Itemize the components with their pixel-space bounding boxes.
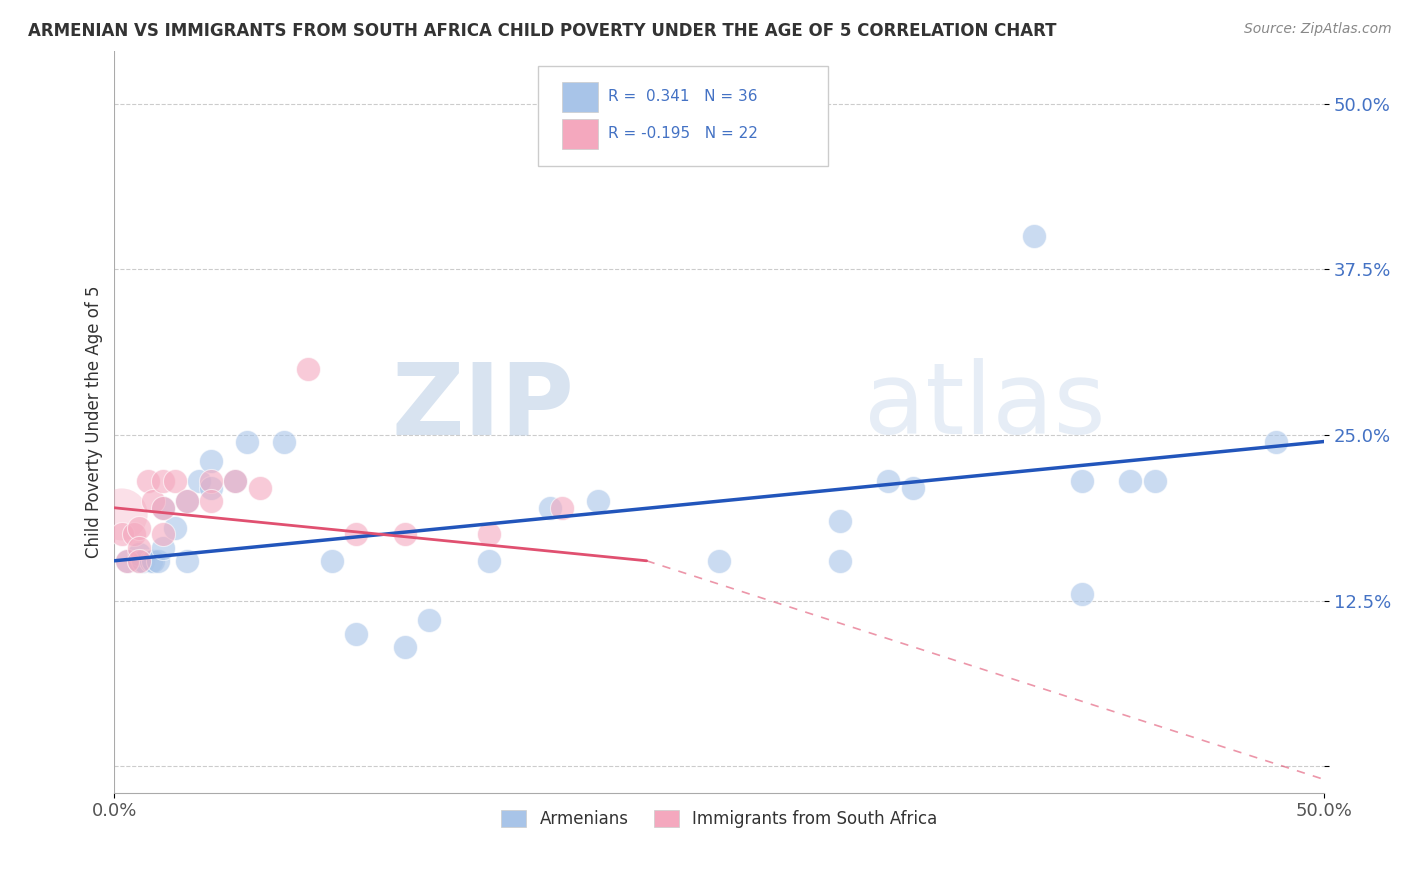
Point	[901, 481, 924, 495]
Point	[115, 554, 138, 568]
Point	[586, 494, 609, 508]
Point	[128, 554, 150, 568]
Point	[394, 640, 416, 654]
Point	[111, 527, 134, 541]
Point	[321, 554, 343, 568]
Point	[236, 434, 259, 449]
Point	[249, 481, 271, 495]
Point	[115, 554, 138, 568]
Text: R =  0.341   N = 36: R = 0.341 N = 36	[607, 89, 758, 104]
Point	[1143, 475, 1166, 489]
Point	[176, 554, 198, 568]
Point	[200, 454, 222, 468]
Point	[1119, 475, 1142, 489]
Point	[344, 527, 367, 541]
Point	[830, 514, 852, 528]
Point	[273, 434, 295, 449]
Point	[142, 554, 165, 568]
Point	[538, 500, 561, 515]
Point	[707, 554, 730, 568]
Point	[394, 527, 416, 541]
Point	[111, 508, 134, 522]
Point	[139, 554, 162, 568]
Point	[152, 541, 174, 555]
Point	[1264, 434, 1286, 449]
Point	[142, 494, 165, 508]
Bar	[562, 82, 598, 112]
Text: Source: ZipAtlas.com: Source: ZipAtlas.com	[1244, 22, 1392, 37]
Point	[418, 614, 440, 628]
FancyBboxPatch shape	[537, 65, 828, 166]
Text: atlas: atlas	[865, 359, 1107, 455]
Text: R = -0.195   N = 22: R = -0.195 N = 22	[607, 127, 758, 141]
Point	[152, 500, 174, 515]
Point	[176, 494, 198, 508]
Point	[200, 481, 222, 495]
Point	[1071, 475, 1094, 489]
Point	[478, 554, 501, 568]
Text: ARMENIAN VS IMMIGRANTS FROM SOUTH AFRICA CHILD POVERTY UNDER THE AGE OF 5 CORREL: ARMENIAN VS IMMIGRANTS FROM SOUTH AFRICA…	[28, 22, 1057, 40]
Point	[136, 475, 159, 489]
Point	[128, 554, 150, 568]
Point	[132, 554, 155, 568]
Point	[877, 475, 900, 489]
Y-axis label: Child Poverty Under the Age of 5: Child Poverty Under the Age of 5	[86, 285, 103, 558]
Point	[551, 500, 574, 515]
Point	[478, 527, 501, 541]
Point	[224, 475, 246, 489]
Bar	[562, 119, 598, 149]
Point	[163, 521, 186, 535]
Point	[152, 527, 174, 541]
Point	[200, 475, 222, 489]
Point	[1022, 229, 1045, 244]
Point	[200, 494, 222, 508]
Point	[128, 521, 150, 535]
Text: ZIP: ZIP	[391, 359, 574, 455]
Point	[297, 361, 319, 376]
Legend: Armenians, Immigrants from South Africa: Armenians, Immigrants from South Africa	[494, 801, 945, 837]
Point	[344, 626, 367, 640]
Point	[188, 475, 211, 489]
Point	[146, 554, 169, 568]
Point	[152, 500, 174, 515]
Point	[152, 475, 174, 489]
Point	[122, 527, 145, 541]
Point	[176, 494, 198, 508]
Point	[830, 554, 852, 568]
Point	[163, 475, 186, 489]
Point	[128, 547, 150, 561]
Point	[224, 475, 246, 489]
Point	[1071, 587, 1094, 601]
Point	[128, 541, 150, 555]
